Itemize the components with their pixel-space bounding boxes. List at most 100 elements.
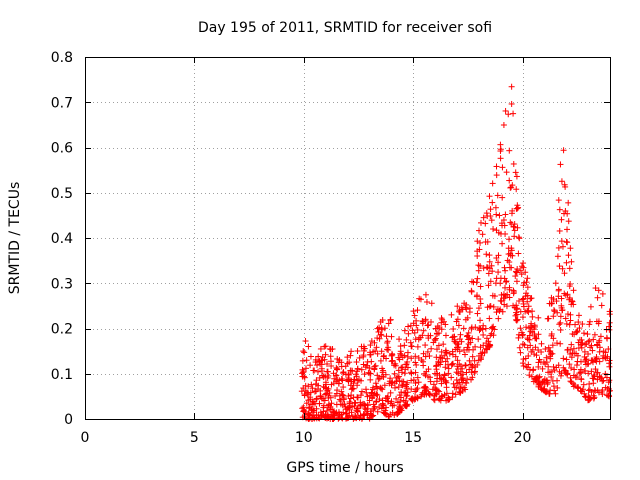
data-point bbox=[374, 408, 381, 415]
data-point bbox=[438, 326, 445, 333]
y-tick-label: 0.7 bbox=[51, 95, 73, 111]
data-point bbox=[506, 236, 513, 243]
data-point bbox=[514, 224, 521, 231]
y-tick-label: 0.3 bbox=[51, 276, 73, 292]
data-point bbox=[449, 394, 456, 401]
data-point bbox=[430, 339, 437, 346]
data-point bbox=[424, 322, 431, 329]
data-point bbox=[476, 325, 483, 332]
data-point bbox=[308, 406, 315, 413]
data-point bbox=[344, 354, 351, 361]
data-point bbox=[391, 380, 398, 387]
data-point bbox=[473, 279, 480, 286]
data-point bbox=[405, 323, 412, 330]
data-point bbox=[422, 372, 429, 379]
data-point bbox=[573, 362, 580, 369]
data-point bbox=[311, 367, 318, 374]
data-point bbox=[381, 382, 388, 389]
data-point bbox=[574, 352, 581, 359]
data-point bbox=[513, 269, 520, 276]
data-point bbox=[488, 262, 495, 269]
data-point bbox=[358, 366, 365, 373]
data-point bbox=[393, 374, 400, 381]
data-point bbox=[348, 348, 355, 355]
y-tick-label: 0 bbox=[64, 412, 73, 428]
data-point bbox=[506, 286, 513, 293]
data-point bbox=[432, 335, 439, 342]
data-point bbox=[586, 380, 593, 387]
data-point bbox=[435, 342, 442, 349]
data-point bbox=[299, 369, 306, 376]
data-point bbox=[316, 374, 323, 381]
data-point bbox=[414, 385, 421, 392]
data-point bbox=[590, 336, 597, 343]
data-point bbox=[397, 407, 404, 414]
data-point bbox=[557, 313, 564, 320]
data-point bbox=[561, 270, 568, 277]
data-point bbox=[358, 415, 365, 422]
data-point bbox=[340, 369, 347, 376]
data-point bbox=[550, 307, 557, 314]
data-point bbox=[545, 363, 552, 370]
data-point bbox=[550, 383, 557, 390]
data-point bbox=[379, 317, 386, 324]
data-point bbox=[358, 377, 365, 384]
data-point bbox=[443, 379, 450, 386]
data-point bbox=[410, 308, 417, 315]
data-point bbox=[539, 365, 546, 372]
data-point bbox=[325, 385, 332, 392]
data-point bbox=[556, 368, 563, 375]
data-point bbox=[586, 321, 593, 328]
data-point bbox=[528, 320, 535, 327]
data-point bbox=[494, 192, 501, 199]
data-point bbox=[551, 308, 558, 315]
data-point bbox=[415, 379, 422, 386]
data-point bbox=[305, 410, 312, 417]
data-point bbox=[606, 377, 613, 384]
data-point bbox=[302, 365, 309, 372]
data-point bbox=[428, 345, 435, 352]
data-point bbox=[591, 331, 598, 338]
data-point bbox=[513, 302, 520, 309]
data-point bbox=[354, 347, 361, 354]
data-point bbox=[484, 213, 491, 220]
data-point bbox=[567, 245, 574, 252]
data-point bbox=[373, 399, 380, 406]
data-point bbox=[403, 385, 410, 392]
data-point bbox=[485, 270, 492, 277]
data-point bbox=[604, 335, 611, 342]
data-point bbox=[483, 264, 490, 271]
data-point bbox=[572, 374, 579, 381]
data-point bbox=[378, 348, 385, 355]
data-point bbox=[536, 373, 543, 380]
data-point bbox=[585, 370, 592, 377]
data-point bbox=[328, 400, 335, 407]
data-point bbox=[382, 371, 389, 378]
data-point bbox=[515, 234, 522, 241]
data-point bbox=[410, 320, 417, 327]
data-point bbox=[488, 217, 495, 224]
data-point bbox=[351, 376, 358, 383]
data-point bbox=[506, 177, 513, 184]
data-point bbox=[542, 346, 549, 353]
y-tick-label: 0.5 bbox=[51, 186, 73, 202]
data-point bbox=[430, 396, 437, 403]
data-point bbox=[509, 182, 516, 189]
data-point bbox=[434, 346, 441, 353]
data-point bbox=[556, 321, 563, 328]
data-point bbox=[357, 399, 364, 406]
data-point bbox=[496, 212, 503, 219]
data-point bbox=[536, 356, 543, 363]
data-point bbox=[376, 404, 383, 411]
data-point bbox=[574, 384, 581, 391]
data-point bbox=[423, 298, 430, 305]
data-point bbox=[519, 332, 526, 339]
data-point bbox=[527, 295, 534, 302]
data-point bbox=[313, 395, 320, 402]
data-point bbox=[448, 361, 455, 368]
data-point bbox=[562, 368, 569, 375]
data-point bbox=[521, 341, 528, 348]
data-point bbox=[591, 373, 598, 380]
data-point bbox=[309, 385, 316, 392]
data-point bbox=[535, 347, 542, 354]
